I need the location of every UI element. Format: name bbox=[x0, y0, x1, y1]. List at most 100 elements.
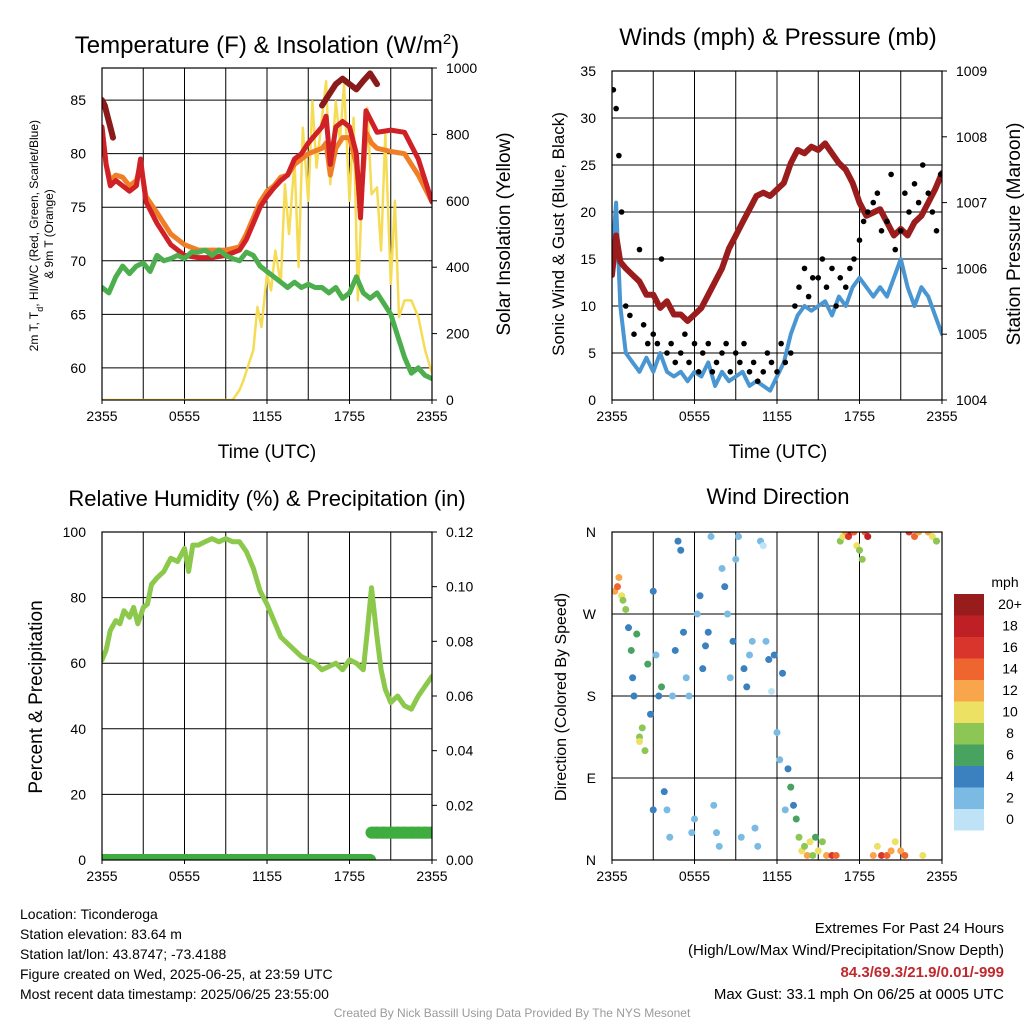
colorbar-swatch bbox=[954, 766, 984, 788]
humidity-panel: Relative Humidity (%) & Precipitation (i… bbox=[26, 486, 473, 884]
gust-point bbox=[829, 265, 835, 272]
x-tick-label: 2355 bbox=[416, 868, 447, 884]
humidity-title: Relative Humidity (%) & Precipitation (i… bbox=[68, 486, 465, 511]
y-tick-label-right: 0.00 bbox=[446, 852, 473, 868]
figure-created: Figure created on Wed, 2025-06-25, at 23… bbox=[20, 966, 333, 982]
direction-point bbox=[883, 851, 891, 859]
y-tick-label-right: 0.08 bbox=[446, 633, 473, 649]
direction-point bbox=[869, 851, 877, 859]
wind-line bbox=[612, 200, 942, 393]
colorbar-swatch bbox=[954, 658, 984, 680]
direction-point bbox=[919, 851, 927, 859]
gust-point bbox=[746, 369, 753, 375]
direction-point bbox=[901, 851, 909, 859]
direction-point bbox=[649, 587, 657, 595]
x-tick-label: 2355 bbox=[926, 868, 957, 884]
y-tick-label: E bbox=[587, 770, 596, 786]
y-tick-label-left: 20 bbox=[580, 204, 596, 220]
gust-point bbox=[616, 152, 622, 159]
gust-point bbox=[627, 312, 633, 319]
direction-point bbox=[787, 783, 795, 791]
direction-point bbox=[693, 610, 701, 618]
y-tick-label-left: 75 bbox=[70, 199, 86, 215]
gust-point bbox=[915, 199, 922, 206]
gust-point bbox=[682, 331, 688, 338]
gust-point bbox=[856, 237, 863, 243]
x-tick-label: 2355 bbox=[596, 868, 627, 884]
gust-point bbox=[732, 350, 739, 356]
direction-point bbox=[644, 660, 652, 668]
gust-point bbox=[764, 350, 771, 356]
x-tick-label: 1755 bbox=[844, 408, 875, 424]
direction-point bbox=[850, 532, 858, 536]
gust-point bbox=[760, 369, 767, 375]
colorbar-swatch bbox=[954, 680, 984, 702]
gust-point bbox=[796, 284, 802, 291]
gust-point bbox=[833, 303, 839, 309]
gust-point bbox=[819, 256, 826, 262]
colorbar-swatch bbox=[954, 723, 984, 745]
x-tick-label: 2355 bbox=[926, 408, 957, 424]
colorbar-title: mph bbox=[991, 574, 1018, 590]
gust-point bbox=[713, 359, 720, 366]
recent-timestamp: Most recent data timestamp: 2025/06/25 2… bbox=[20, 986, 329, 1002]
direction-point bbox=[713, 829, 720, 837]
y-tick-label-right: 0.10 bbox=[446, 579, 473, 595]
gust-point bbox=[805, 293, 812, 300]
winds-ylabel-left: Sonic Wind & Gust (Blue, Black) bbox=[549, 112, 568, 356]
gust-point bbox=[709, 369, 716, 375]
direction-point bbox=[790, 801, 797, 809]
gust-point bbox=[631, 331, 637, 338]
y-tick-label-right: 1004 bbox=[956, 392, 987, 408]
direction-point bbox=[911, 533, 918, 541]
gust-point bbox=[640, 322, 647, 328]
direction-point bbox=[721, 583, 729, 591]
x-tick-label: 1755 bbox=[334, 868, 365, 884]
direction-point bbox=[671, 646, 679, 654]
gust-point bbox=[695, 369, 702, 375]
direction-point bbox=[915, 532, 923, 536]
direction-point bbox=[685, 692, 693, 700]
direction-point bbox=[726, 674, 734, 682]
direction-point bbox=[614, 583, 621, 591]
gust-point bbox=[888, 171, 894, 178]
footer-credit: Created By Nick Bassill Using Data Provi… bbox=[333, 1006, 691, 1020]
direction-panel: Wind Direction 2355 0555 1155 1755 2355NESWN… bbox=[553, 484, 1022, 884]
gust-point bbox=[691, 340, 698, 347]
y-tick-label-right: 1009 bbox=[956, 63, 987, 79]
direction-point bbox=[740, 665, 748, 673]
gust-point bbox=[815, 275, 822, 281]
gust-point bbox=[787, 350, 794, 356]
direction-point bbox=[649, 806, 657, 814]
direction-point bbox=[625, 624, 632, 632]
direction-point bbox=[619, 596, 627, 604]
direction-point bbox=[801, 842, 808, 850]
plot-frame bbox=[611, 531, 943, 861]
gust-point bbox=[837, 275, 844, 281]
direction-point bbox=[715, 842, 723, 850]
gust-point bbox=[768, 359, 775, 366]
y-tick-label-right: 1005 bbox=[956, 326, 987, 342]
t2m-line bbox=[102, 108, 432, 261]
gust-point bbox=[699, 350, 706, 356]
direction-point bbox=[743, 683, 751, 691]
direction-point bbox=[622, 605, 630, 613]
x-tick-label: 0555 bbox=[679, 408, 710, 424]
direction-point bbox=[856, 546, 863, 554]
colorbar-swatch bbox=[954, 787, 984, 809]
direction-point bbox=[754, 842, 762, 850]
x-tick-label: 1155 bbox=[252, 868, 282, 884]
humidity-ylabel-left: Percent & Precipitation bbox=[26, 600, 47, 793]
direction-point bbox=[729, 637, 737, 645]
gust-point bbox=[792, 303, 798, 309]
gust-point bbox=[654, 340, 661, 347]
direction-point bbox=[724, 610, 731, 618]
direction-point bbox=[633, 630, 641, 638]
winds-title: Winds (mph) & Pressure (mb) bbox=[619, 24, 936, 51]
gust-point bbox=[664, 350, 670, 356]
direction-point bbox=[647, 710, 654, 718]
gust-point bbox=[884, 218, 890, 225]
direction-title: Wind Direction bbox=[706, 484, 849, 509]
x-tick-label: 2355 bbox=[86, 868, 117, 884]
y-tick-label-right: 800 bbox=[446, 126, 470, 142]
